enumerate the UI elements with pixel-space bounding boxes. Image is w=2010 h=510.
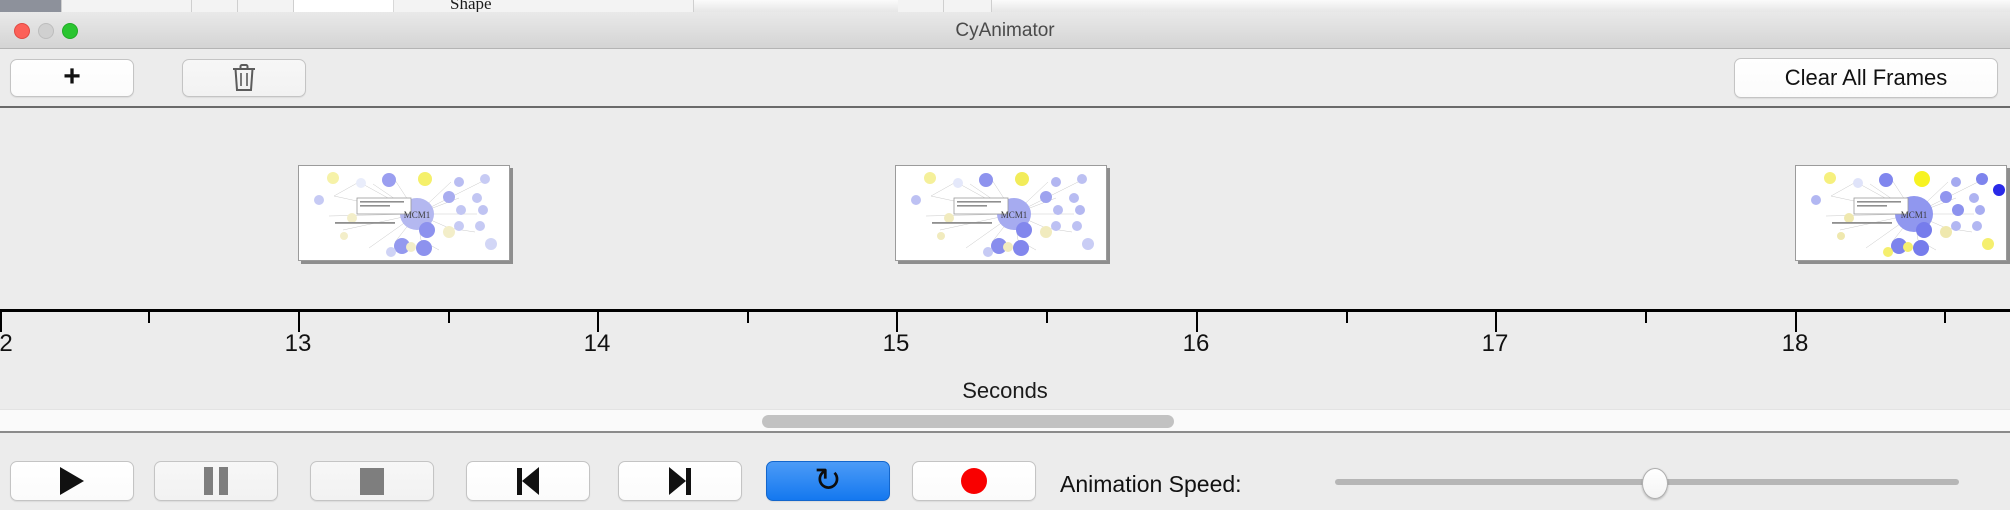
timeline-scrollbar-thumb[interactable] bbox=[762, 415, 1174, 428]
axis-tick-major bbox=[1196, 312, 1198, 332]
pause-button[interactable] bbox=[154, 461, 278, 501]
bg-chip bbox=[238, 0, 294, 12]
pause-icon bbox=[204, 467, 228, 495]
axis-tick-major bbox=[0, 312, 2, 332]
bg-chip bbox=[0, 0, 62, 12]
axis-tick-label: 2 bbox=[0, 330, 13, 357]
skip-forward-icon bbox=[669, 467, 691, 495]
animation-speed-label: Animation Speed: bbox=[1060, 471, 1242, 497]
plus-icon: + bbox=[63, 59, 81, 93]
axis-tick-minor bbox=[1645, 312, 1647, 323]
axis-tick-major bbox=[1795, 312, 1797, 332]
timeline-panel[interactable]: MCM1 bbox=[0, 110, 2010, 405]
svg-text:MCM1: MCM1 bbox=[404, 210, 431, 220]
bg-chip bbox=[294, 0, 394, 12]
play-icon bbox=[60, 467, 84, 495]
axis-tick-label: 16 bbox=[1182, 330, 1210, 357]
skip-back-button[interactable] bbox=[466, 461, 590, 501]
timeline-axis-line bbox=[0, 309, 2010, 312]
bg-chip bbox=[898, 0, 944, 12]
record-button[interactable] bbox=[912, 461, 1036, 501]
background-window-label: Shape bbox=[450, 0, 492, 12]
bg-chip bbox=[944, 0, 992, 12]
animation-speed-slider-thumb[interactable] bbox=[1642, 468, 1668, 499]
playback-controls: ↻ Animation Speed: bbox=[0, 435, 2010, 510]
bg-chip bbox=[62, 0, 192, 12]
axis-tick-major bbox=[298, 312, 300, 332]
stop-button[interactable] bbox=[310, 461, 434, 501]
svg-text:MCM1: MCM1 bbox=[1901, 210, 1928, 220]
axis-tick-minor bbox=[1346, 312, 1348, 323]
axis-tick-label: 15 bbox=[882, 330, 910, 357]
network-thumbnail-image: MCM1 bbox=[299, 166, 509, 260]
zoom-button[interactable] bbox=[62, 23, 78, 39]
skip-forward-button[interactable] bbox=[618, 461, 742, 501]
trash-icon bbox=[233, 64, 255, 91]
play-button[interactable] bbox=[10, 461, 134, 501]
background-window-strip: Shape bbox=[0, 0, 2010, 12]
title-bar: CyAnimator bbox=[0, 12, 2010, 49]
clear-all-frames-button[interactable]: Clear All Frames bbox=[1734, 58, 1998, 98]
frames-toolbar: + Clear All Frames bbox=[0, 49, 2010, 108]
axis-tick-minor bbox=[1046, 312, 1048, 323]
bg-chip bbox=[394, 0, 694, 12]
delete-frame-button[interactable] bbox=[182, 59, 306, 97]
svg-text:MCM1: MCM1 bbox=[1001, 210, 1028, 220]
loop-button[interactable]: ↻ bbox=[766, 461, 890, 501]
axis-tick-major bbox=[597, 312, 599, 332]
bg-chip bbox=[192, 0, 238, 12]
network-thumbnail-image: MCM1 bbox=[896, 166, 1106, 260]
loop-icon: ↻ bbox=[814, 460, 842, 498]
axis-tick-minor bbox=[448, 312, 450, 323]
network-thumbnail-image: MCM1 bbox=[1796, 166, 2006, 260]
axis-tick-minor bbox=[148, 312, 150, 323]
minimize-button[interactable] bbox=[38, 23, 54, 39]
timeline-frame-thumbnail[interactable]: MCM1 bbox=[1795, 165, 2007, 261]
skip-back-icon bbox=[517, 467, 539, 495]
axis-tick-major bbox=[1495, 312, 1497, 332]
close-button[interactable] bbox=[14, 23, 30, 39]
axis-tick-label: 18 bbox=[1781, 330, 1809, 357]
timeline-frame-thumbnail[interactable]: MCM1 bbox=[895, 165, 1107, 261]
add-frame-button[interactable]: + bbox=[10, 59, 134, 97]
axis-tick-major bbox=[896, 312, 898, 332]
axis-tick-label: 14 bbox=[583, 330, 611, 357]
axis-title: Seconds bbox=[962, 378, 1048, 403]
stop-icon bbox=[360, 467, 384, 495]
record-icon bbox=[961, 468, 987, 494]
axis-tick-minor bbox=[747, 312, 749, 323]
traffic-lights bbox=[14, 23, 78, 39]
axis-tick-minor bbox=[1944, 312, 1946, 323]
axis-tick-label: 17 bbox=[1481, 330, 1509, 357]
window-title: CyAnimator bbox=[955, 20, 1055, 41]
clear-all-frames-label: Clear All Frames bbox=[1784, 65, 1948, 90]
axis-tick-label: 13 bbox=[284, 330, 312, 357]
timeline-frame-thumbnail[interactable]: MCM1 bbox=[298, 165, 510, 261]
